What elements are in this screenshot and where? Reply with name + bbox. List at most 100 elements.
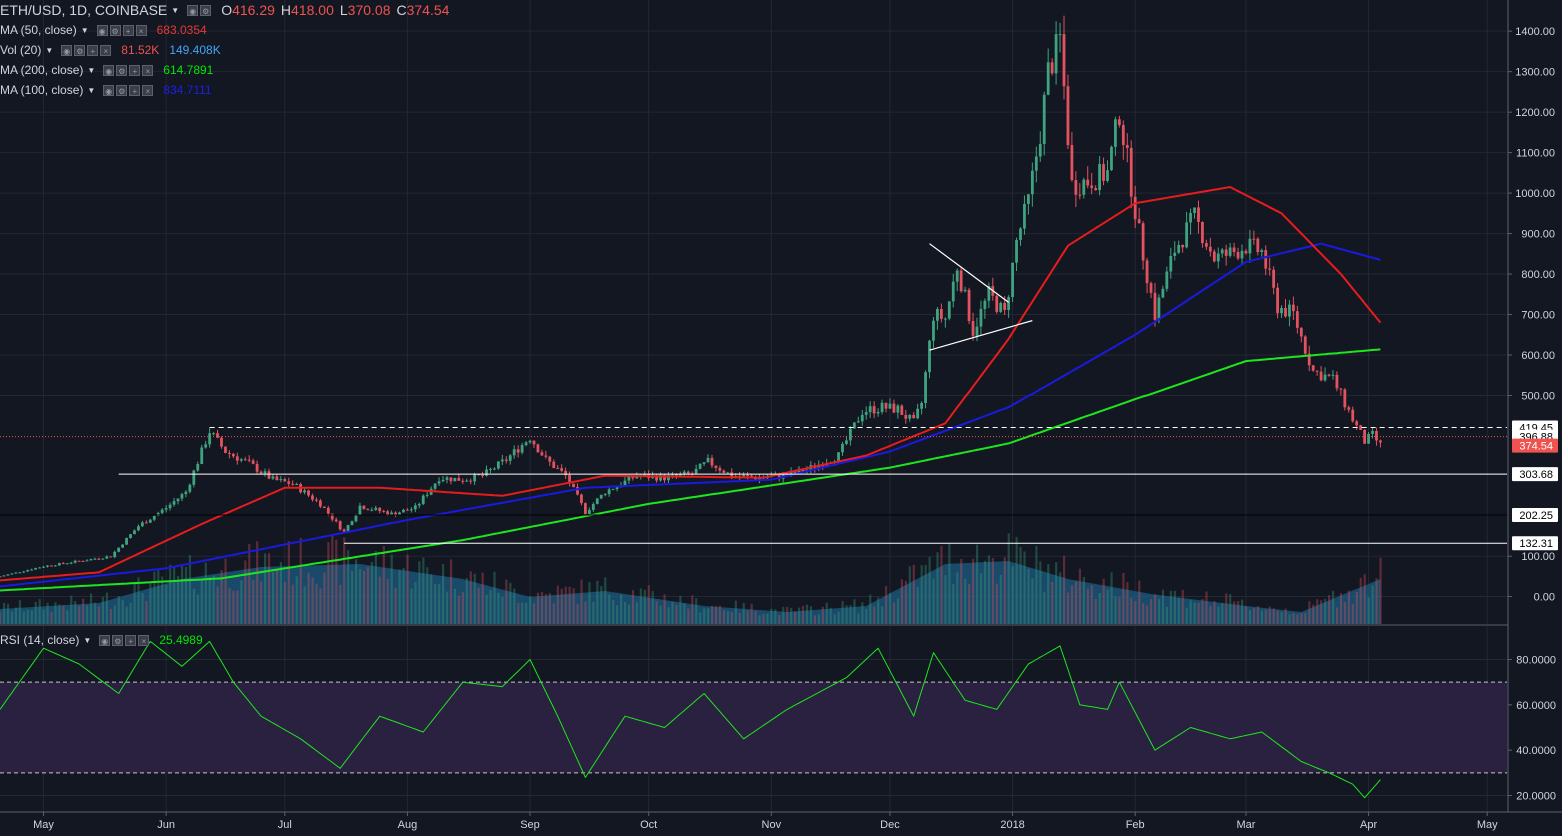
volume-bar <box>34 601 37 624</box>
plus-icon[interactable]: + <box>122 24 134 36</box>
gear-icon[interactable]: ⚙ <box>116 64 128 76</box>
volume-bar <box>331 535 334 624</box>
candle-body <box>580 494 583 504</box>
eye-icon[interactable]: ◉ <box>103 84 115 96</box>
volume-bar <box>501 596 504 624</box>
volume-bar <box>1347 590 1350 624</box>
plus-icon[interactable]: + <box>87 44 99 56</box>
candle-body <box>1303 336 1307 354</box>
legend-ma100[interactable]: MA (100, close) ▼ ◉ ⚙ + × 834.7111 <box>0 83 222 97</box>
volume-bar <box>877 597 880 624</box>
gear-icon[interactable]: ⚙ <box>116 84 128 96</box>
volume-bar <box>588 582 591 624</box>
gear-icon[interactable]: ⚙ <box>74 44 86 56</box>
volume-bar <box>1047 564 1050 624</box>
volume-bar <box>1205 591 1208 624</box>
gear-icon[interactable]: ⚙ <box>112 634 124 646</box>
volume-bar <box>643 590 646 624</box>
candle-body <box>350 521 354 526</box>
eye-icon[interactable]: ◉ <box>96 24 108 36</box>
volume-bar <box>809 606 813 624</box>
candle-body <box>1276 287 1279 314</box>
volume-bar <box>74 600 77 624</box>
candle-body <box>904 414 908 419</box>
eye-icon[interactable]: ◉ <box>103 64 115 76</box>
volume-bar <box>853 599 856 624</box>
volume-value: 81.52K <box>121 43 160 57</box>
legend-rsi[interactable]: RSI (14, close) ▼ ◉ ⚙ + × 25.4989 <box>0 633 213 647</box>
close-icon[interactable]: × <box>142 64 154 76</box>
rsi-tick-label: 40.0000 <box>1516 745 1556 757</box>
volume-bar <box>786 606 789 624</box>
chevron-down-icon[interactable]: ▼ <box>87 85 96 95</box>
volume-bar <box>1189 600 1192 624</box>
volume-bar <box>584 601 587 624</box>
candle-body <box>540 452 544 456</box>
volume-bar <box>1134 601 1137 624</box>
eye-icon[interactable]: ◉ <box>187 4 199 16</box>
close-icon[interactable]: × <box>142 84 154 96</box>
candle-body <box>200 447 204 464</box>
plus-icon[interactable]: + <box>125 634 137 646</box>
candle-body <box>564 470 568 476</box>
volume-bar <box>1094 598 1097 624</box>
volume-bar <box>1335 607 1339 624</box>
candle-body <box>979 308 983 327</box>
chevron-down-icon[interactable]: ▼ <box>83 635 92 645</box>
gear-icon[interactable]: ⚙ <box>109 24 121 36</box>
chevron-down-icon[interactable]: ▼ <box>45 45 54 55</box>
candle-body <box>674 473 678 476</box>
close-icon[interactable]: × <box>100 44 112 56</box>
candle-body <box>1133 196 1137 220</box>
eye-icon[interactable]: ◉ <box>99 634 111 646</box>
volume-bar <box>1359 577 1362 624</box>
volume-bar <box>604 577 607 624</box>
chevron-down-icon[interactable]: ▼ <box>80 25 89 35</box>
legend-volume[interactable]: Vol (20) ▼ ◉ ⚙ + × 81.52K 149.408K <box>0 43 231 57</box>
price-tick-label: 900.00 <box>1521 229 1555 241</box>
candle-body <box>908 414 912 419</box>
candle-body <box>722 470 726 473</box>
symbol-title[interactable]: ETH/USD, 1D, COINBASE <box>0 2 168 18</box>
volume-bar <box>1039 561 1042 624</box>
plus-icon[interactable]: + <box>129 64 141 76</box>
close-value: 374.54 <box>406 2 450 18</box>
legend-ma200[interactable]: MA (200, close) ▼ ◉ ⚙ + × 614.7891 <box>0 63 223 77</box>
symbol-legend[interactable]: ETH/USD, 1D, COINBASE ▼ ◉ ⚙ O 416.29 H 418… <box>0 2 455 18</box>
time-tick-label: Nov <box>762 819 782 831</box>
close-icon[interactable]: × <box>135 24 147 36</box>
candle-body <box>22 571 26 573</box>
eye-icon[interactable]: ◉ <box>61 44 73 56</box>
candle-body <box>512 449 516 456</box>
candle-body <box>1359 425 1363 430</box>
gear-icon[interactable]: ⚙ <box>200 4 212 16</box>
volume-bar <box>38 599 41 624</box>
volume-bar <box>445 591 449 624</box>
volume-bar <box>469 571 472 624</box>
ma200-value: 614.7891 <box>163 63 214 77</box>
candle-body <box>892 403 896 413</box>
chevron-down-icon[interactable]: ▼ <box>171 5 180 15</box>
plus-icon[interactable]: + <box>129 84 141 96</box>
candle-body <box>342 529 346 532</box>
volume-bar <box>1343 601 1347 624</box>
chevron-down-icon[interactable]: ▼ <box>87 65 96 75</box>
volume-bar <box>457 595 461 624</box>
candle-body <box>437 481 441 484</box>
volume-bar <box>86 605 89 624</box>
last-price-label-bg <box>1512 438 1558 453</box>
volume-bar <box>30 610 33 624</box>
volume-bar <box>1324 598 1327 624</box>
volume-bar <box>1296 614 1299 624</box>
volume-bar <box>252 579 255 624</box>
close-icon[interactable]: × <box>138 634 150 646</box>
price-tick-label: 100.00 <box>1521 551 1555 563</box>
volume-bar <box>560 588 563 624</box>
volume-bar <box>801 605 805 624</box>
candle-body <box>1153 292 1157 320</box>
volume-bar <box>1165 606 1169 624</box>
candle-body <box>10 573 14 575</box>
candle-body <box>1319 371 1323 381</box>
legend-ma50[interactable]: MA (50, close) ▼ ◉ ⚙ + × 683.0354 <box>0 23 217 37</box>
